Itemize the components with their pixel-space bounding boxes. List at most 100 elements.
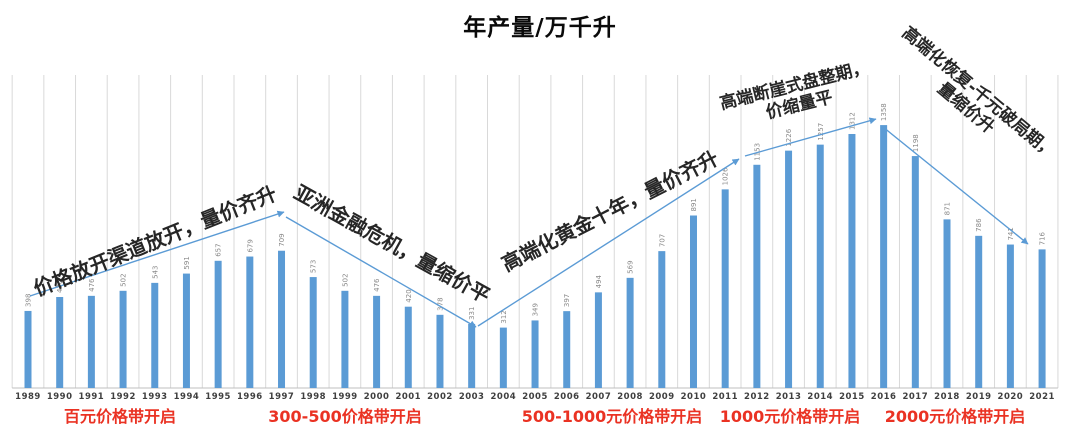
bar-2002 <box>436 314 444 388</box>
x-tick-label: 2002 <box>427 392 453 402</box>
bar-1996 <box>246 256 254 388</box>
x-tick-label: 2021 <box>1029 392 1055 402</box>
bar-value-label: 1257 <box>817 123 825 141</box>
bar-value-label: 398 <box>25 294 33 307</box>
x-tick-label: 1994 <box>174 392 200 402</box>
x-tick-label: 1989 <box>15 392 41 402</box>
chart-title: 年产量/万千升 <box>463 15 617 41</box>
trend-arrow <box>744 117 877 157</box>
x-tick-label: 2004 <box>491 392 517 402</box>
bar-value-label: 543 <box>151 266 159 279</box>
bar-1995 <box>214 260 222 388</box>
bar-2013 <box>785 150 793 388</box>
phase-label-100yuan: 百元价格带开启 <box>63 407 177 426</box>
bar-1990 <box>56 297 64 388</box>
bar-value-label: 1226 <box>785 128 793 146</box>
bar-value-label: 494 <box>595 274 603 288</box>
x-tick-label: 2009 <box>649 392 675 402</box>
x-tick-label: 2015 <box>839 392 865 402</box>
bar-value-label: 786 <box>975 218 983 232</box>
x-tick-label: 2001 <box>395 392 421 402</box>
trend-arrow <box>477 158 740 327</box>
bar-value-label: 1358 <box>880 103 888 121</box>
bar-1993 <box>151 282 159 388</box>
bar-2012 <box>753 164 761 388</box>
bar-2016 <box>880 125 888 389</box>
bar-2005 <box>531 320 539 388</box>
phase-label-2000yuan: 2000元价格带开启 <box>884 407 1026 426</box>
bar-2000 <box>373 295 381 388</box>
x-tick-label: 2011 <box>712 392 738 402</box>
x-tick-label: 2007 <box>586 392 612 402</box>
bar-value-label: 378 <box>436 297 444 310</box>
bar-value-label: 741 <box>1007 227 1015 240</box>
bar-value-label: 707 <box>658 234 666 247</box>
x-tick-label: 1996 <box>237 392 263 402</box>
x-tick-label: 1991 <box>79 392 105 402</box>
x-tick-label: 1997 <box>269 392 295 402</box>
x-tick-label: 1992 <box>110 392 136 402</box>
bar-2019 <box>975 235 983 388</box>
bar-1991 <box>87 295 95 388</box>
x-tick-label: 2014 <box>807 392 833 402</box>
x-tick-label: 2012 <box>744 392 770 402</box>
bar-2004 <box>499 327 507 388</box>
x-tick-label: 2013 <box>776 392 802 402</box>
x-tick-label: 2006 <box>554 392 580 402</box>
x-tick-label: 1993 <box>142 392 168 402</box>
bar-2017 <box>911 156 919 388</box>
bar-1998 <box>309 277 317 388</box>
bar-value-label: 569 <box>627 260 635 273</box>
bar-value-label: 1026 <box>722 167 730 185</box>
bar-value-label: 871 <box>944 202 952 215</box>
bar-value-label: 331 <box>468 307 476 320</box>
x-tick-label: 2008 <box>617 392 643 402</box>
bar-value-label: 573 <box>310 260 318 273</box>
bar-value-label: 397 <box>563 294 571 307</box>
x-tick-label: 2005 <box>522 392 548 402</box>
x-tick-label: 1990 <box>47 392 73 402</box>
x-tick-label: 2018 <box>934 392 960 402</box>
bar-value-label: 1312 <box>848 112 856 130</box>
bar-1992 <box>119 290 127 388</box>
x-tick-label: 2017 <box>902 392 928 402</box>
x-tick-label: 2019 <box>966 392 992 402</box>
bar-value-label: 591 <box>183 256 191 269</box>
x-tick-label: 2016 <box>871 392 897 402</box>
bar-value-label: 502 <box>341 273 349 286</box>
bar-value-label: 716 <box>1039 231 1047 245</box>
x-tick-label: 2000 <box>364 392 390 402</box>
bar-1989 <box>24 310 32 388</box>
bar-1994 <box>182 273 190 388</box>
x-tick-label: 2003 <box>459 392 485 402</box>
bar-value-label: 1198 <box>912 134 920 152</box>
bar-value-label: 476 <box>88 278 96 292</box>
bar-2021 <box>1038 249 1046 388</box>
bar-1997 <box>278 250 286 388</box>
phase-label-300-500yuan: 300-500价格带开启 <box>268 407 422 426</box>
trend-arrow <box>882 126 1029 245</box>
bar-2014 <box>816 144 824 388</box>
x-tick-label: 1995 <box>205 392 231 402</box>
bar-value-label: 349 <box>532 303 540 316</box>
bar-2009 <box>658 251 666 388</box>
bar-2015 <box>848 133 856 388</box>
phase-label-1000yuan: 1000元价格带开启 <box>719 407 861 426</box>
bar-2020 <box>1006 244 1014 388</box>
x-tick-label: 1999 <box>332 392 358 402</box>
bar-value-label: 709 <box>278 233 286 246</box>
bar-2006 <box>563 311 571 388</box>
bar-2011 <box>721 189 729 388</box>
bar-2018 <box>943 219 951 388</box>
bar-2003 <box>468 323 476 388</box>
x-tick-label: 2010 <box>681 392 707 402</box>
x-tick-label: 1998 <box>300 392 326 402</box>
bar-2010 <box>689 215 697 388</box>
bar-value-label: 420 <box>405 289 413 302</box>
trend-arrow <box>29 210 285 297</box>
x-tick-label: 2020 <box>998 392 1024 402</box>
bar-value-label: 312 <box>500 310 508 323</box>
bar-value-label: 657 <box>215 243 223 256</box>
